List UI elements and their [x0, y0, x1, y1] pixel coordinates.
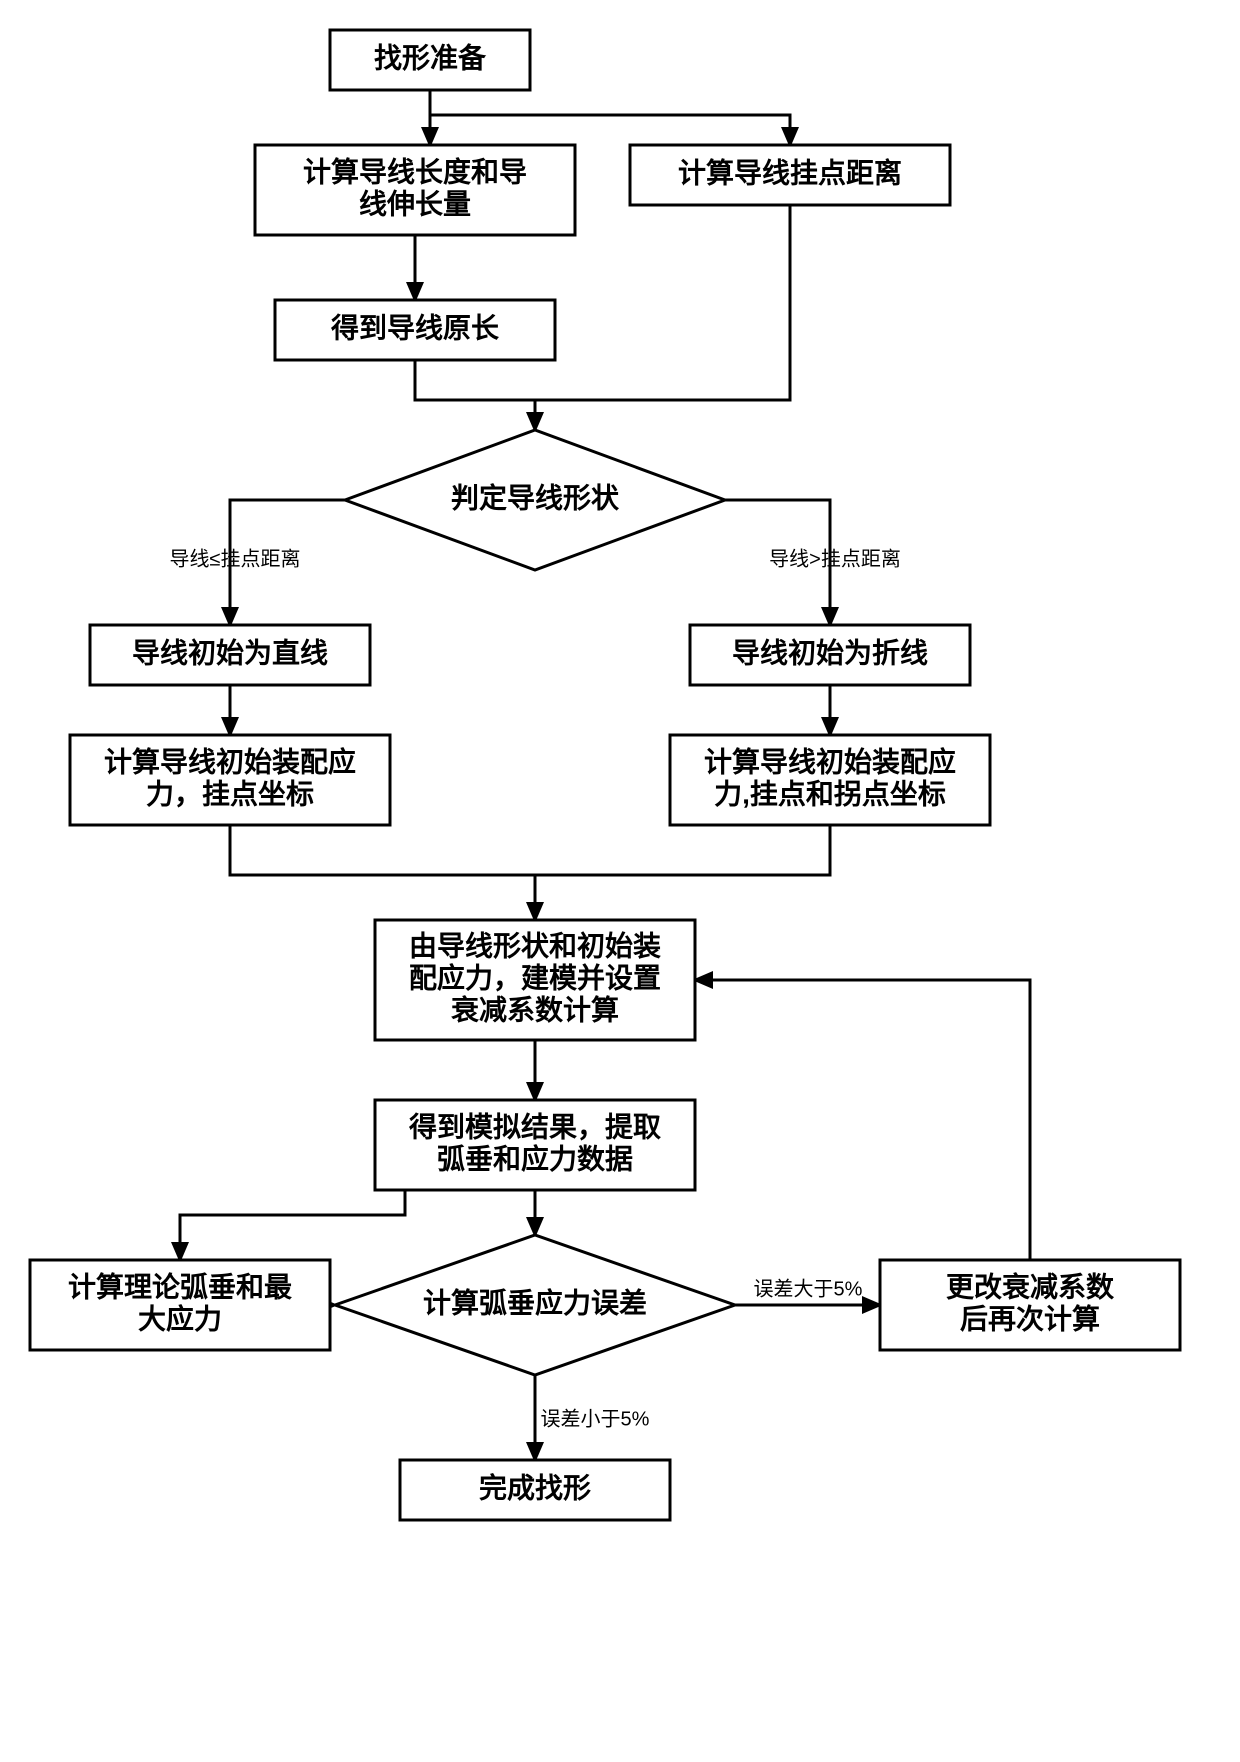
edge-16	[695, 980, 1030, 1260]
node-n10-line-0: 得到模拟结果，提取	[408, 1111, 661, 1142]
edge-1	[430, 90, 790, 145]
node-n5-line-0: 导线初始为直线	[132, 637, 328, 668]
node-n10: 得到模拟结果，提取弧垂和应力数据	[375, 1100, 695, 1190]
edge-10	[535, 825, 830, 920]
node-n9-line-1: 配应力，建模并设置	[409, 961, 661, 993]
node-n7-line-0: 计算导线初始装配应	[104, 745, 356, 777]
node-j1-line-0: 判定导线形状	[451, 481, 620, 513]
node-n13-line-0: 完成找形	[479, 1471, 591, 1503]
node-n8-line-1: 力,挂点和拐点坐标	[714, 778, 946, 809]
node-j2-line-0: 计算弧垂应力误差	[423, 1286, 647, 1318]
node-n1-line-0: 找形准备	[374, 42, 487, 73]
node-n8-line-0: 计算导线初始装配应	[704, 745, 956, 777]
node-n4-line-0: 得到导线原长	[330, 312, 499, 343]
edge-9	[230, 825, 535, 920]
edge-label-15: 误差大于5%	[754, 1277, 863, 1300]
node-n9-line-0: 由导线形状和初始装	[409, 930, 661, 961]
node-n10-line-1: 弧垂和应力数据	[437, 1142, 633, 1174]
edge-label-5: 导线≤挂点距离	[170, 547, 301, 570]
node-n9: 由导线形状和初始装配应力，建模并设置衰减系数计算	[375, 920, 695, 1040]
node-n13: 完成找形	[400, 1460, 670, 1520]
node-n12-line-0: 更改衰减系数	[946, 1270, 1115, 1302]
node-n6-line-0: 导线初始为折线	[732, 637, 928, 668]
node-n4: 得到导线原长	[275, 300, 555, 360]
edge-label-6: 导线>挂点距离	[769, 547, 901, 570]
node-n11-line-0: 计算理论弧垂和最	[68, 1270, 292, 1302]
edge-3	[415, 360, 535, 430]
node-j1: 判定导线形状	[345, 430, 725, 570]
node-n7-line-1: 力，挂点坐标	[146, 778, 314, 809]
edge-13	[180, 1190, 405, 1260]
node-n11: 计算理论弧垂和最大应力	[30, 1260, 330, 1350]
node-n7: 计算导线初始装配应力，挂点坐标	[70, 735, 390, 825]
node-n12: 更改衰减系数后再次计算	[880, 1260, 1180, 1350]
edge-4	[535, 205, 790, 430]
node-n2: 计算导线长度和导线伸长量	[255, 145, 575, 235]
node-n1: 找形准备	[330, 30, 530, 90]
node-n2-line-1: 线伸长量	[359, 188, 471, 219]
edge-label-17: 误差小于5%	[541, 1407, 650, 1430]
node-n3-line-0: 计算导线挂点距离	[678, 156, 902, 188]
node-n2-line-0: 计算导线长度和导	[303, 155, 527, 187]
node-n9-line-2: 衰减系数计算	[451, 993, 619, 1025]
node-n11-line-1: 大应力	[138, 1302, 222, 1334]
node-n8: 计算导线初始装配应力,挂点和拐点坐标	[670, 735, 990, 825]
node-n12-line-1: 后再次计算	[960, 1302, 1100, 1334]
node-n5: 导线初始为直线	[90, 625, 370, 685]
node-j2: 计算弧垂应力误差	[335, 1235, 735, 1375]
node-n3: 计算导线挂点距离	[630, 145, 950, 205]
node-n6: 导线初始为折线	[690, 625, 970, 685]
